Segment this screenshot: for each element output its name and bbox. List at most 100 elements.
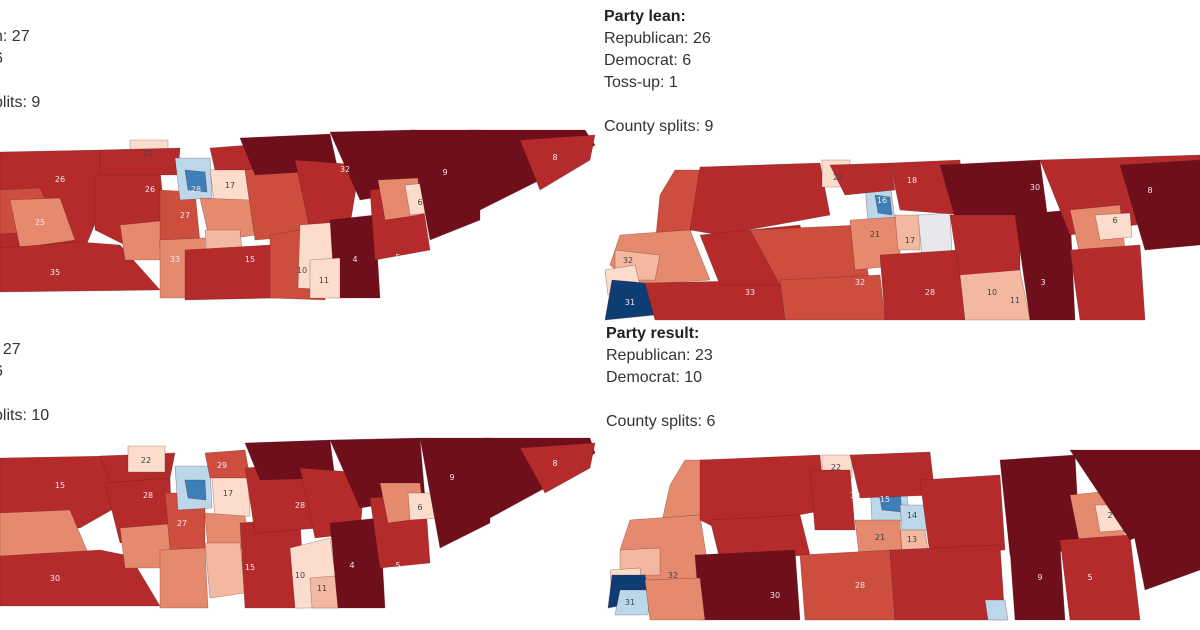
- district-shape: [1124, 484, 1200, 591]
- district-map: 22 15 17 28 29 27 28 15 6 10 11 4 5 9 8 …: [0, 437, 596, 609]
- district-label: 10: [987, 288, 997, 297]
- district-shape: [1014, 209, 1076, 321]
- district-label: 6: [417, 503, 422, 512]
- district-shape: [644, 577, 706, 621]
- district-label: 14: [907, 511, 917, 520]
- district-shape: [1119, 159, 1200, 251]
- district-label: 4: [352, 255, 357, 264]
- district-shape: [689, 162, 831, 236]
- district-shape: [1009, 544, 1066, 621]
- district-shape: [799, 549, 896, 621]
- district-label: 22: [143, 149, 153, 158]
- district-label: 9: [442, 168, 447, 177]
- stats-title: Party lean:: [604, 8, 686, 25]
- district-label: 26: [145, 185, 155, 194]
- stats-line: plits: 10: [0, 407, 50, 424]
- district-label: 33: [170, 255, 180, 264]
- district-label: 32: [668, 571, 678, 580]
- district-shape: [879, 249, 966, 321]
- district-shape: [1059, 534, 1141, 621]
- stats-line: Republican: 26: [604, 30, 711, 47]
- district-labels: 22 15 17 28 29 27 28 15 6 10 11 4 5 9 8 …: [50, 456, 558, 593]
- district-shape: [917, 212, 953, 256]
- district-label: 32: [623, 256, 633, 265]
- district-shape: [919, 474, 1006, 556]
- district-label: 35: [50, 268, 60, 277]
- district-map: 22 16 18 32 30 6 8 21 17 31 33 32 28 10 …: [604, 154, 1200, 321]
- district-map: 22 19 15 14 13 21 32 30 9 2 5 31 28: [607, 449, 1200, 621]
- district-label: 11: [319, 276, 329, 285]
- stats-line: Toss-up: 1: [604, 74, 678, 91]
- stats-line: Democrat: 6: [604, 52, 692, 69]
- district-label: 17: [905, 236, 915, 245]
- district-label: 17: [223, 489, 233, 498]
- district-shape: [127, 445, 166, 473]
- district-shape: [419, 437, 491, 549]
- stats-line: Republican: 23: [606, 347, 713, 364]
- district-shape: [519, 134, 596, 191]
- district-shape: [984, 599, 1009, 621]
- district-shape: [619, 547, 661, 576]
- district-shape: [779, 274, 886, 321]
- districts: [607, 449, 1200, 621]
- stats-block: Party lean: Republican: 26 Democrat: 6 T…: [604, 6, 713, 138]
- district-labels: 22 16 18 32 30 6 8 21 17 31 33 32 28 10 …: [623, 173, 1153, 307]
- stats-block: : : 27 6 plits: 10: [0, 317, 49, 427]
- stats-line: 6: [0, 48, 40, 70]
- stats-title: Party result:: [606, 325, 700, 342]
- district-shape: [829, 162, 896, 196]
- district-label: 5: [1087, 573, 1092, 582]
- stats-line: County splits: 6: [606, 413, 716, 430]
- district-shape: [329, 517, 386, 609]
- district-label: 28: [855, 581, 865, 590]
- stats-block: Party result: Republican: 23 Democrat: 1…: [606, 323, 715, 433]
- district-map: 22 26 26 28 17 27 25 33 15 32 6 10 11 4 …: [0, 129, 596, 301]
- district-label: 10: [295, 571, 305, 580]
- district-label: 6: [1112, 216, 1117, 225]
- district-label: 5: [395, 561, 400, 570]
- district-label: 9: [449, 473, 454, 482]
- district-label: 30: [770, 591, 780, 600]
- district-label: 6: [417, 198, 422, 207]
- district-label: 10: [297, 266, 307, 275]
- district-shape: [0, 241, 161, 293]
- district-label: 28: [925, 288, 935, 297]
- district-label: 25: [35, 218, 45, 227]
- district-label: 29: [217, 461, 227, 470]
- district-label: 15: [55, 481, 65, 490]
- district-label: 15: [880, 495, 890, 504]
- district-shape: [614, 589, 651, 616]
- district-shape: [894, 214, 921, 251]
- panel-top-right: Party lean: Republican: 26 Democrat: 6 T…: [600, 0, 1200, 321]
- districts: [0, 129, 596, 301]
- district-label: 30: [1030, 183, 1040, 192]
- district-shape: [519, 442, 596, 494]
- district-shape: [204, 542, 246, 599]
- stats-title: :: [0, 4, 40, 26]
- district-label: 17: [225, 181, 235, 190]
- districts: [0, 437, 596, 609]
- district-shape: [211, 477, 251, 519]
- district-label: 11: [317, 584, 327, 593]
- district-label: 8: [1147, 186, 1152, 195]
- district-shape: [409, 129, 481, 241]
- district-label: 33: [745, 288, 755, 297]
- district-label: 28: [295, 501, 305, 510]
- stats-line: County splits: 9: [604, 118, 714, 135]
- stats-line: n: 27: [0, 28, 30, 45]
- panel-bottom-right: Party result: Republican: 23 Democrat: 1…: [600, 315, 1200, 630]
- district-shape: [0, 455, 116, 529]
- district-label: 31: [625, 598, 635, 607]
- district-shape: [0, 549, 161, 607]
- district-shape: [99, 147, 181, 176]
- district-label: 3: [1040, 278, 1045, 287]
- district-label: 27: [180, 211, 190, 220]
- stats-title: :: [0, 317, 49, 339]
- district-shape: [184, 479, 207, 501]
- district-label: 32: [340, 165, 350, 174]
- district-label: 19: [850, 491, 860, 500]
- district-shape: [1094, 212, 1133, 241]
- district-label: 26: [55, 175, 65, 184]
- district-label: 13: [907, 535, 917, 544]
- district-labels: 22 26 26 28 17 27 25 33 15 32 6 10 11 4 …: [35, 149, 558, 285]
